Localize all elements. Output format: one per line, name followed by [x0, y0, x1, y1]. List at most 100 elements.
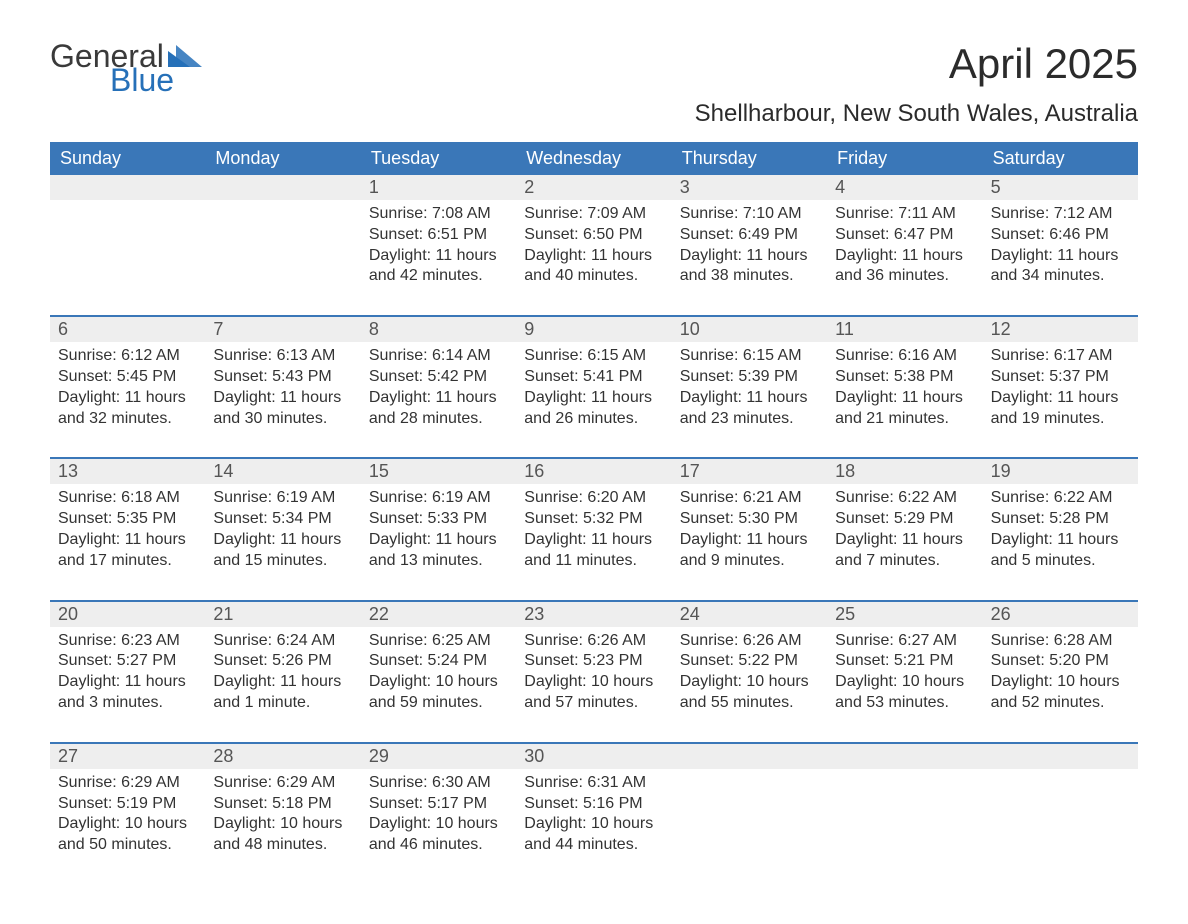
day-cell: Sunrise: 6:31 AMSunset: 5:16 PMDaylight:… [516, 769, 671, 884]
daylight-text: Daylight: 11 hours and 36 minutes. [835, 246, 974, 288]
day-cell: Sunrise: 7:09 AMSunset: 6:50 PMDaylight:… [516, 200, 671, 315]
daylight-text: Daylight: 10 hours and 53 minutes. [835, 672, 974, 714]
sunset-text: Sunset: 6:46 PM [991, 225, 1130, 246]
sunrise-text: Sunrise: 6:19 AM [369, 488, 508, 509]
day-number: 24 [672, 602, 827, 627]
sunrise-text: Sunrise: 6:26 AM [524, 631, 663, 652]
day-number: 17 [672, 459, 827, 484]
day-header: Thursday [672, 142, 827, 175]
day-number [827, 744, 982, 769]
daylight-text: Daylight: 10 hours and 57 minutes. [524, 672, 663, 714]
day-number: 13 [50, 459, 205, 484]
day-cell: Sunrise: 7:08 AMSunset: 6:51 PMDaylight:… [361, 200, 516, 315]
daylight-text: Daylight: 10 hours and 59 minutes. [369, 672, 508, 714]
day-cell: Sunrise: 6:24 AMSunset: 5:26 PMDaylight:… [205, 627, 360, 742]
day-cell: Sunrise: 6:18 AMSunset: 5:35 PMDaylight:… [50, 484, 205, 599]
day-number: 25 [827, 602, 982, 627]
sunrise-text: Sunrise: 6:13 AM [213, 346, 352, 367]
day-cell: Sunrise: 6:16 AMSunset: 5:38 PMDaylight:… [827, 342, 982, 457]
day-number: 8 [361, 317, 516, 342]
sunset-text: Sunset: 5:28 PM [991, 509, 1130, 530]
daylight-text: Daylight: 10 hours and 44 minutes. [524, 814, 663, 856]
sunrise-text: Sunrise: 6:19 AM [213, 488, 352, 509]
day-cell: Sunrise: 6:15 AMSunset: 5:39 PMDaylight:… [672, 342, 827, 457]
day-number: 11 [827, 317, 982, 342]
sunrise-text: Sunrise: 6:26 AM [680, 631, 819, 652]
daylight-text: Daylight: 10 hours and 50 minutes. [58, 814, 197, 856]
sunset-text: Sunset: 5:21 PM [835, 651, 974, 672]
day-number: 19 [983, 459, 1138, 484]
day-number [672, 744, 827, 769]
day-cell [827, 769, 982, 884]
day-cell: Sunrise: 6:13 AMSunset: 5:43 PMDaylight:… [205, 342, 360, 457]
sunset-text: Sunset: 5:42 PM [369, 367, 508, 388]
day-number [205, 175, 360, 200]
day-cell: Sunrise: 6:14 AMSunset: 5:42 PMDaylight:… [361, 342, 516, 457]
sunrise-text: Sunrise: 6:18 AM [58, 488, 197, 509]
calendar-week: 6789101112Sunrise: 6:12 AMSunset: 5:45 P… [50, 315, 1138, 457]
daylight-text: Daylight: 11 hours and 40 minutes. [524, 246, 663, 288]
calendar-week: 12345Sunrise: 7:08 AMSunset: 6:51 PMDayl… [50, 175, 1138, 315]
sunrise-text: Sunrise: 6:20 AM [524, 488, 663, 509]
sunrise-text: Sunrise: 6:30 AM [369, 773, 508, 794]
sunrise-text: Sunrise: 7:11 AM [835, 204, 974, 225]
day-number: 23 [516, 602, 671, 627]
day-number: 14 [205, 459, 360, 484]
day-number: 30 [516, 744, 671, 769]
day-cell: Sunrise: 6:12 AMSunset: 5:45 PMDaylight:… [50, 342, 205, 457]
sunrise-text: Sunrise: 6:15 AM [524, 346, 663, 367]
daylight-text: Daylight: 11 hours and 30 minutes. [213, 388, 352, 430]
sunrise-text: Sunrise: 7:09 AM [524, 204, 663, 225]
day-cell: Sunrise: 6:27 AMSunset: 5:21 PMDaylight:… [827, 627, 982, 742]
sunrise-text: Sunrise: 6:24 AM [213, 631, 352, 652]
day-number: 1 [361, 175, 516, 200]
sunset-text: Sunset: 5:27 PM [58, 651, 197, 672]
sunset-text: Sunset: 5:35 PM [58, 509, 197, 530]
daylight-text: Daylight: 11 hours and 13 minutes. [369, 530, 508, 572]
daylight-text: Daylight: 11 hours and 42 minutes. [369, 246, 508, 288]
daylight-text: Daylight: 10 hours and 52 minutes. [991, 672, 1130, 714]
day-cell [672, 769, 827, 884]
sunset-text: Sunset: 5:43 PM [213, 367, 352, 388]
day-cell: Sunrise: 6:22 AMSunset: 5:29 PMDaylight:… [827, 484, 982, 599]
day-number: 28 [205, 744, 360, 769]
day-number: 10 [672, 317, 827, 342]
day-cell: Sunrise: 6:23 AMSunset: 5:27 PMDaylight:… [50, 627, 205, 742]
daylight-text: Daylight: 11 hours and 28 minutes. [369, 388, 508, 430]
day-header: Wednesday [516, 142, 671, 175]
calendar-week: 27282930Sunrise: 6:29 AMSunset: 5:19 PMD… [50, 742, 1138, 884]
sunset-text: Sunset: 5:20 PM [991, 651, 1130, 672]
daylight-text: Daylight: 11 hours and 34 minutes. [991, 246, 1130, 288]
day-cell: Sunrise: 6:29 AMSunset: 5:18 PMDaylight:… [205, 769, 360, 884]
sunset-text: Sunset: 5:23 PM [524, 651, 663, 672]
sunset-text: Sunset: 5:24 PM [369, 651, 508, 672]
daylight-text: Daylight: 11 hours and 38 minutes. [680, 246, 819, 288]
sunrise-text: Sunrise: 6:17 AM [991, 346, 1130, 367]
sunset-text: Sunset: 5:38 PM [835, 367, 974, 388]
calendar-week: 13141516171819Sunrise: 6:18 AMSunset: 5:… [50, 457, 1138, 599]
daylight-text: Daylight: 11 hours and 11 minutes. [524, 530, 663, 572]
day-number: 22 [361, 602, 516, 627]
day-cell: Sunrise: 7:12 AMSunset: 6:46 PMDaylight:… [983, 200, 1138, 315]
daylight-text: Daylight: 11 hours and 3 minutes. [58, 672, 197, 714]
sunrise-text: Sunrise: 7:12 AM [991, 204, 1130, 225]
day-number: 27 [50, 744, 205, 769]
day-cell: Sunrise: 6:15 AMSunset: 5:41 PMDaylight:… [516, 342, 671, 457]
daylight-text: Daylight: 11 hours and 15 minutes. [213, 530, 352, 572]
sunset-text: Sunset: 6:51 PM [369, 225, 508, 246]
calendar-week: 20212223242526Sunrise: 6:23 AMSunset: 5:… [50, 600, 1138, 742]
sunset-text: Sunset: 5:29 PM [835, 509, 974, 530]
day-number: 16 [516, 459, 671, 484]
daylight-text: Daylight: 11 hours and 23 minutes. [680, 388, 819, 430]
day-number: 12 [983, 317, 1138, 342]
sunset-text: Sunset: 5:16 PM [524, 794, 663, 815]
day-cell: Sunrise: 6:19 AMSunset: 5:33 PMDaylight:… [361, 484, 516, 599]
sunset-text: Sunset: 5:33 PM [369, 509, 508, 530]
day-cell [205, 200, 360, 315]
day-header: Tuesday [361, 142, 516, 175]
day-number: 20 [50, 602, 205, 627]
daylight-text: Daylight: 11 hours and 7 minutes. [835, 530, 974, 572]
daylight-text: Daylight: 11 hours and 1 minute. [213, 672, 352, 714]
sunset-text: Sunset: 5:45 PM [58, 367, 197, 388]
day-number: 9 [516, 317, 671, 342]
